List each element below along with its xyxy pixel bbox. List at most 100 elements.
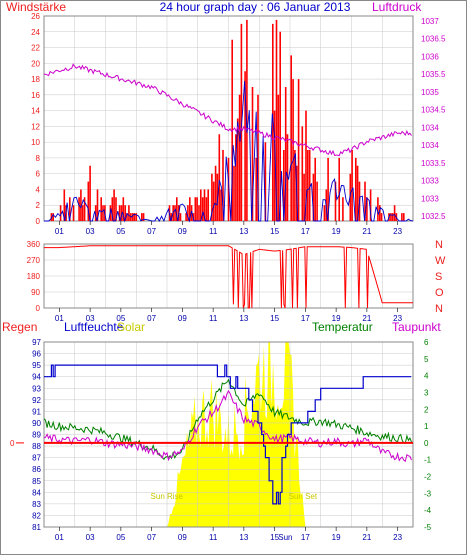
y-tick-label-right: 6 <box>424 338 429 347</box>
y-tick-label-right: 1036.5 <box>421 35 446 44</box>
x-tick-label: 05 <box>116 533 125 542</box>
y-tick-label-right: 1032.5 <box>421 212 446 221</box>
y-tick-label-left: 2 <box>36 201 41 210</box>
x-tick-label: 19 <box>332 227 341 236</box>
y-tick-label-left: 4 <box>36 185 41 194</box>
plot-area <box>43 243 414 309</box>
y-tick-label-left: 94 <box>32 373 41 382</box>
y-tick-label-right: 1034 <box>421 123 439 132</box>
wind-speed-bars <box>50 19 405 221</box>
pressure-axis-label: Luftdruck <box>372 0 422 14</box>
y-tick-label-right: 1033 <box>421 177 439 186</box>
x-tick-label: 13 <box>239 227 248 236</box>
temperature-label: Temperatur <box>312 320 373 334</box>
y-tick-label-right: 1033 <box>421 194 439 203</box>
pressure-line <box>43 63 412 157</box>
y-tick-label-right: 1037 <box>421 17 439 26</box>
x-tick-label: 11 <box>209 227 218 236</box>
y-tick-label-left: 88 <box>32 442 41 451</box>
compass-label: S <box>435 271 442 283</box>
wind-direction-line <box>44 245 413 309</box>
wind-average-line <box>44 80 414 223</box>
x-tick-label: 21 <box>362 227 371 236</box>
y-tick-label-left: 0 <box>36 304 41 313</box>
humidity-line <box>44 364 412 505</box>
x-tick-label: 23 <box>393 227 402 236</box>
x-tick-label: 07 <box>147 314 156 323</box>
compass-label: O <box>435 287 444 299</box>
temperature-line <box>43 378 412 461</box>
x-tick-label: 19 <box>332 533 341 542</box>
y-tick-label-right: 1036 <box>421 52 439 61</box>
x-tick-label: 11 <box>209 533 218 542</box>
x-tick-label: 17 <box>301 533 310 542</box>
y-tick-label-right: 1035 <box>421 88 439 97</box>
x-tick-label: 21 <box>362 533 371 542</box>
y-tick-label-right: 4 <box>424 372 429 381</box>
y-tick-label-left: 20 <box>31 59 40 68</box>
x-tick-label: 13 <box>239 533 248 542</box>
x-tick-label: 01 <box>55 533 64 542</box>
x-tick-label: 03 <box>86 227 95 236</box>
y-tick-label-left: 270 <box>27 256 41 265</box>
y-tick-label-left: 89 <box>32 431 41 440</box>
y-tick-label-right: -1 <box>424 456 432 465</box>
x-tick-label: 09 <box>178 314 187 323</box>
x-tick-label: 07 <box>147 227 156 236</box>
x-tick-label: 03 <box>86 314 95 323</box>
sunrise-label: Sun Rise <box>151 492 184 501</box>
y-tick-label-right: 3 <box>424 388 429 397</box>
y-tick-label-left: 18 <box>31 75 40 84</box>
y-tick-label-right: 5 <box>424 355 429 364</box>
x-tick-label: 09 <box>178 533 187 542</box>
x-tick-label: 05 <box>116 314 125 323</box>
wind-pressure-chart: 024681012141618202224261032.510331033103… <box>31 12 446 236</box>
x-tick-label: 23 <box>393 533 402 542</box>
y-tick-label-right: -3 <box>424 489 432 498</box>
y-tick-label-right: 2 <box>424 405 429 414</box>
y-tick-label-right: 0 <box>424 439 429 448</box>
x-tick-label: 05 <box>116 227 125 236</box>
y-tick-label-left: 26 <box>31 12 40 21</box>
solar-label: Solar <box>117 320 145 334</box>
chart-title: 24 hour graph day : 06 Januar 2013 <box>160 0 351 14</box>
y-tick-label-left: 87 <box>32 454 41 463</box>
y-tick-label-left: 24 <box>31 28 40 37</box>
humidity-label: Luftfeuchte <box>64 320 124 334</box>
y-tick-label-left: 82 <box>32 511 41 520</box>
x-tick-label: 17 <box>301 314 310 323</box>
compass-label: W <box>435 255 446 267</box>
x-tick-label: 01 <box>55 314 64 323</box>
x-tick-label: 15 <box>270 227 279 236</box>
y-tick-label-left: 86 <box>32 465 41 474</box>
x-tick-label: 13 <box>239 314 248 323</box>
y-tick-label-right: 1033.5 <box>421 159 446 168</box>
y-tick-label-left: 0 <box>36 217 41 226</box>
y-tick-label-left: 22 <box>31 44 40 53</box>
y-tick-label-right: 1034.5 <box>421 106 446 115</box>
y-tick-label-left: 90 <box>32 419 41 428</box>
y-tick-label-left: 91 <box>32 407 41 416</box>
rain-zero-label: 0 <box>10 439 15 448</box>
y-tick-label-left: 90 <box>31 288 40 297</box>
x-tick-label: 03 <box>86 533 95 542</box>
y-tick-label-right: 1 <box>424 422 429 431</box>
y-tick-label-left: 14 <box>31 107 40 116</box>
x-tick-label: 17 <box>301 227 310 236</box>
dewpoint-label: Taupunkt <box>392 320 441 334</box>
y-tick-label-left: 85 <box>32 477 41 486</box>
x-tick-label: 01 <box>55 227 64 236</box>
y-tick-label-left: 95 <box>32 361 41 370</box>
y-tick-label-left: 360 <box>27 240 41 249</box>
y-tick-label-right: -5 <box>424 523 432 532</box>
y-tick-label-left: 93 <box>32 384 41 393</box>
x-tick-label: 21 <box>362 314 371 323</box>
x-tick-label: 19 <box>332 314 341 323</box>
y-tick-label-left: 96 <box>32 350 41 359</box>
y-tick-label-left: 8 <box>36 154 41 163</box>
compass-label: N <box>435 303 443 315</box>
compass-label: N <box>435 239 443 251</box>
y-tick-label-right: -2 <box>424 473 432 482</box>
y-tick-label-left: 97 <box>32 338 41 347</box>
